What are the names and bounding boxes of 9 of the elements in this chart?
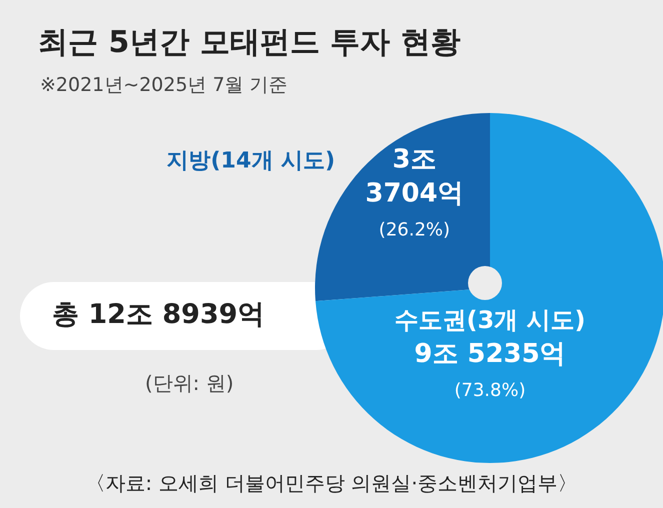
text: 총 12조 8939억 xyxy=(52,298,265,332)
text: (단위: 원) xyxy=(145,370,234,397)
chart-subtitle: ※2021년~2025년 7월 기준 xyxy=(40,73,288,98)
chart-title: 최근 5년간 모태펀드 투자 현황 xyxy=(38,24,461,62)
text: 〈자료: 오세희 더불어민주당 의원실·중소벤처기업부〉 xyxy=(84,470,579,497)
slice-label: 지방(14개 시도) xyxy=(166,148,335,174)
data-label: 3조 3704억 (26.2%) xyxy=(365,144,464,241)
data-label: 9조 5235억 (73.8%) xyxy=(414,339,566,401)
slice-label: 수도권(3개 시도) xyxy=(394,306,586,334)
